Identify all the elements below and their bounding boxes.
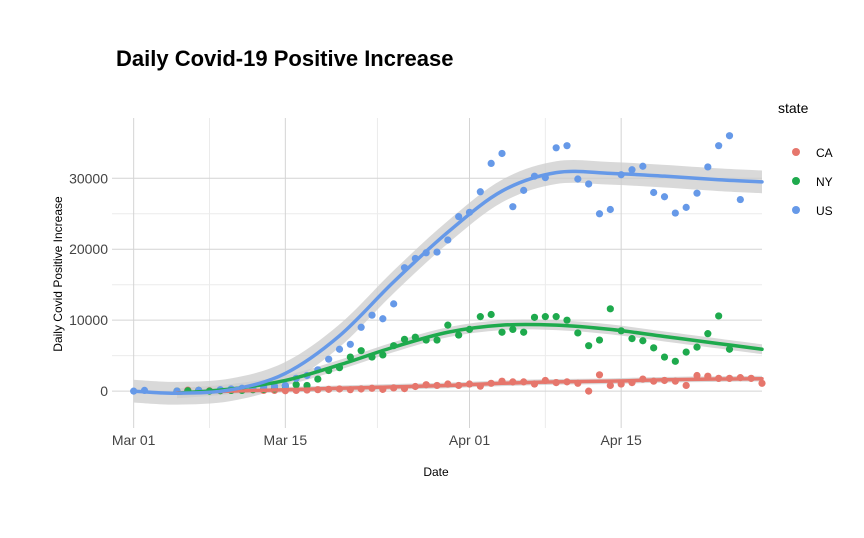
point-us bbox=[357, 323, 365, 331]
x-tick-label: Apr 15 bbox=[601, 432, 642, 448]
point-us bbox=[704, 163, 712, 171]
point-us bbox=[693, 189, 701, 197]
point-ny bbox=[314, 375, 322, 383]
point-ny bbox=[606, 305, 614, 313]
point-ny bbox=[400, 335, 409, 343]
trend-line-ny bbox=[175, 322, 764, 395]
point-us bbox=[639, 162, 647, 170]
point-ny bbox=[574, 329, 582, 337]
y-tick-label: 30000 bbox=[69, 170, 108, 186]
point-ny bbox=[628, 335, 636, 343]
point-ny bbox=[563, 316, 571, 324]
point-us bbox=[379, 315, 387, 323]
point-us bbox=[650, 188, 658, 197]
point-ny bbox=[346, 353, 354, 361]
point-us bbox=[552, 144, 560, 152]
x-tick-label: Mar 01 bbox=[112, 432, 156, 448]
point-us bbox=[476, 188, 484, 196]
point-ny bbox=[433, 336, 441, 344]
point-ny bbox=[487, 310, 495, 319]
point-us bbox=[520, 186, 528, 194]
point-ny bbox=[530, 313, 539, 321]
point-ny bbox=[292, 381, 300, 389]
point-us bbox=[325, 355, 333, 363]
point-us bbox=[390, 300, 398, 308]
x-tick-label: Mar 15 bbox=[264, 432, 308, 448]
legend-key-ca bbox=[792, 148, 800, 156]
point-ny bbox=[671, 357, 679, 365]
point-ny bbox=[509, 325, 517, 333]
point-ny bbox=[725, 345, 734, 353]
point-us bbox=[563, 142, 571, 150]
point-us bbox=[346, 340, 354, 348]
point-ny bbox=[639, 337, 647, 345]
point-us bbox=[455, 213, 463, 221]
point-ny bbox=[541, 313, 549, 321]
y-axis-label: Daily Covid Positive Increase bbox=[51, 196, 65, 352]
point-us bbox=[335, 345, 344, 353]
point-ny bbox=[498, 328, 506, 336]
legend-key-ny bbox=[792, 177, 800, 185]
point-us bbox=[736, 195, 744, 204]
legend-key-us bbox=[792, 206, 800, 214]
point-ny bbox=[682, 348, 690, 356]
confidence-band-us bbox=[133, 160, 763, 405]
point-ny bbox=[715, 312, 723, 320]
point-us bbox=[444, 236, 452, 244]
y-tick-label: 20000 bbox=[69, 241, 108, 257]
point-ca bbox=[606, 381, 614, 390]
y-axis-ticks: 0 10000 20000 30000 bbox=[69, 170, 108, 399]
x-axis-label: Date bbox=[423, 465, 449, 479]
point-ny bbox=[552, 313, 560, 321]
chart-title: Daily Covid-19 Positive Increase bbox=[116, 46, 454, 71]
legend-label-us: US bbox=[816, 204, 833, 218]
point-us bbox=[281, 381, 289, 390]
trend-lines bbox=[131, 169, 764, 395]
point-ca bbox=[693, 371, 701, 380]
point-us bbox=[487, 159, 495, 167]
legend: state CA NY US bbox=[778, 100, 833, 218]
point-us bbox=[595, 210, 604, 218]
point-ca bbox=[682, 381, 690, 390]
trend-line-ca bbox=[175, 376, 764, 395]
point-us bbox=[682, 203, 690, 211]
point-us bbox=[628, 166, 636, 174]
point-ny bbox=[704, 330, 712, 338]
x-tick-label: Apr 01 bbox=[449, 432, 490, 448]
point-ny bbox=[455, 331, 463, 339]
point-ny bbox=[379, 351, 387, 359]
point-us bbox=[368, 311, 376, 319]
point-us bbox=[715, 142, 723, 150]
point-ny bbox=[303, 381, 311, 390]
point-us bbox=[433, 248, 441, 256]
point-us bbox=[671, 209, 679, 217]
point-ca bbox=[585, 387, 593, 395]
point-ny bbox=[357, 347, 365, 355]
point-ny bbox=[476, 313, 484, 321]
point-ca bbox=[758, 379, 766, 387]
legend-title: state bbox=[778, 100, 809, 116]
y-tick-label: 0 bbox=[100, 383, 108, 399]
legend-label-ca: CA bbox=[816, 146, 833, 160]
x-axis-ticks: Mar 01 Mar 15 Apr 01 Apr 15 bbox=[112, 432, 642, 448]
point-us bbox=[585, 180, 593, 188]
point-us bbox=[574, 175, 582, 183]
trend-line-us bbox=[131, 169, 764, 395]
point-ny bbox=[660, 353, 669, 361]
point-us bbox=[498, 149, 506, 158]
point-ny bbox=[585, 342, 593, 350]
point-us bbox=[606, 205, 614, 214]
point-us bbox=[509, 203, 517, 211]
point-ca bbox=[595, 371, 604, 379]
point-ny bbox=[595, 336, 604, 344]
point-us bbox=[725, 132, 734, 140]
point-us bbox=[660, 193, 669, 201]
y-tick-label: 10000 bbox=[69, 312, 108, 328]
point-ny bbox=[520, 328, 528, 336]
point-ny bbox=[693, 343, 701, 351]
point-ny bbox=[650, 344, 658, 352]
legend-label-ny: NY bbox=[816, 175, 833, 189]
point-ny bbox=[444, 321, 452, 329]
